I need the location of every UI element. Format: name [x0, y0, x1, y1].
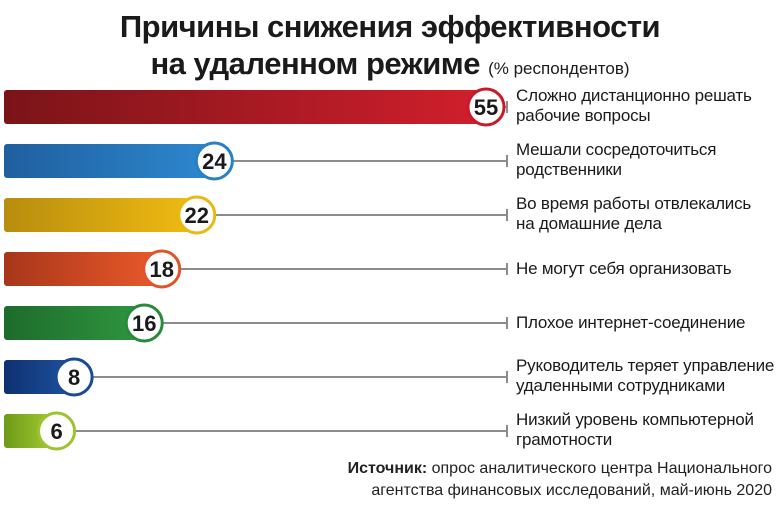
category-label-line: Низкий уровень компьютерной [516, 410, 754, 429]
data-label: 22 [185, 203, 209, 228]
data-label: 18 [150, 257, 174, 282]
value-ring [54, 357, 94, 397]
category-label-line: на домашние дела [516, 214, 662, 233]
chart-title-line2-row: на удаленном режиме (% респондентов) [0, 45, 780, 87]
data-label: 6 [50, 419, 62, 444]
category-label-line: удаленными сотрудниками [516, 376, 725, 395]
value-ring [124, 303, 164, 343]
value-ring [37, 411, 77, 451]
data-label: 16 [132, 311, 156, 336]
value-ring [142, 249, 182, 289]
value-ring [177, 195, 217, 235]
category-label-line: Сложно дистанционно решать [516, 86, 752, 105]
category-label-line: Руководитель теряет управление [516, 356, 775, 375]
source-line1: опрос аналитического центра Национальног… [431, 460, 772, 477]
bar [4, 306, 145, 340]
category-label-line: Во время работы отвлекались [516, 194, 752, 213]
category-label-line: рабочие вопросы [516, 106, 651, 125]
bar [4, 198, 197, 232]
chart-title-line2: на удаленном режиме [150, 46, 480, 81]
category-label: Низкий уровень компьютерной грамотности [516, 410, 778, 450]
category-label: Во время работы отвлекались на домашние д… [516, 194, 778, 234]
chart-title: Причины снижения эффективности на удален… [0, 8, 780, 87]
chart-title-line1: Причины снижения эффективности [119, 9, 661, 44]
category-label-line: родственники [516, 160, 622, 179]
category-label-line: грамотности [516, 430, 613, 449]
source-note: Источник: опрос аналитического центра На… [302, 458, 772, 502]
category-label: Сложно дистанционно решать рабочие вопрос… [516, 86, 778, 126]
bar [4, 90, 486, 124]
data-label: 8 [68, 365, 80, 390]
source-line2: агентства финансовых исследований, май-и… [371, 482, 772, 499]
category-label: Плохое интернет-соединение [516, 313, 778, 333]
chart-title-suffix: (% респондентов) [488, 59, 630, 78]
category-label-line: Не могут себя организовать [516, 259, 732, 278]
bar [4, 144, 215, 178]
data-label: 55 [474, 95, 498, 120]
source-label: Источник: [347, 460, 428, 477]
category-label-line: Плохое интернет-соединение [516, 313, 746, 332]
value-ring [466, 87, 506, 127]
category-label: Руководитель теряет управление удаленными… [516, 356, 778, 396]
value-ring [194, 141, 234, 181]
data-label: 24 [202, 149, 227, 174]
category-label-line: Мешали сосредоточиться [516, 140, 717, 159]
bar [4, 252, 162, 286]
category-label: Мешали сосредоточиться родственники [516, 140, 778, 180]
category-label: Не могут себя организовать [516, 259, 778, 279]
